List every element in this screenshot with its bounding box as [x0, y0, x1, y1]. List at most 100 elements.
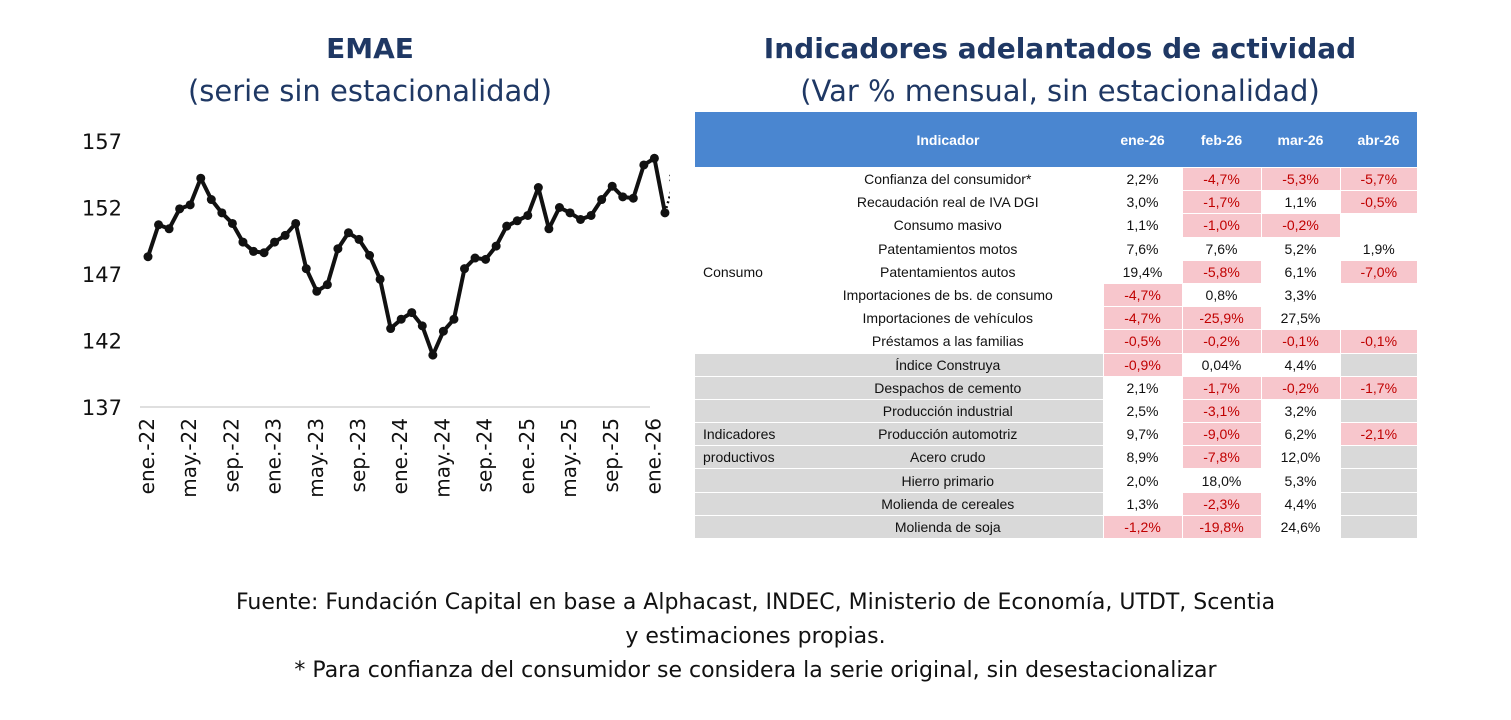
x-tick-label: may.-22: [177, 418, 201, 498]
group-cell: [695, 352, 793, 377]
estimate-line: [663, 190, 670, 214]
value-cell: -0,9%: [1102, 352, 1182, 377]
value-cell: 1,3%: [1102, 491, 1182, 516]
table-row: Molienda de cereales 1,3% -2,3% 4,4%: [695, 491, 1417, 516]
data-point: [523, 210, 533, 220]
data-point: [396, 314, 406, 324]
data-point: [185, 200, 195, 210]
data-point: [502, 221, 512, 231]
value-cell: -4,7%: [1181, 166, 1261, 191]
table-row: Despachos de cemento 2,1% -1,7% -0,2% -1,7%: [695, 375, 1417, 400]
indicator-name: Importaciones de vehículos: [793, 306, 1103, 330]
data-point: [249, 246, 258, 256]
y-tick-label: 137: [82, 396, 122, 420]
data-point: [481, 254, 491, 264]
value-cell: 2,0%: [1102, 468, 1182, 493]
indicator-name: Patentamientos motos: [793, 236, 1103, 261]
x-tick-label: sep.-24: [473, 418, 497, 492]
value-cell: [1339, 282, 1417, 307]
data-point: [565, 208, 575, 218]
table-subtitle: (Var % mensual, sin estacionalidad): [800, 74, 1320, 108]
value-cell: -1,0%: [1181, 213, 1261, 238]
series-line: [146, 156, 667, 358]
table-row: Molienda de soja -1,2% -19,8% 24,6%: [695, 514, 1417, 538]
table-row: Indicadores Producción automotriz 9,7% -9,0…: [695, 422, 1417, 446]
y-tick-label: 152: [82, 197, 122, 221]
value-cell: [1339, 213, 1417, 238]
data-point: [428, 350, 438, 360]
value-cell: 3,0%: [1102, 190, 1182, 214]
data-point: [597, 195, 607, 205]
indicator-name: Acero crudo: [793, 445, 1103, 469]
value-cell: 5,3%: [1260, 468, 1340, 493]
y-axis: 157 152 147 142 137: [82, 130, 122, 420]
group-label-consumo: Consumo: [695, 259, 793, 284]
value-cell: 19,4%: [1102, 259, 1182, 284]
table-title: Indicadores adelantados de actividad: [763, 32, 1357, 65]
x-tick-label: ene.-23: [262, 418, 286, 494]
header-ene-26: ene-26: [1103, 112, 1182, 168]
value-cell: -5,7%: [1339, 166, 1417, 191]
value-cell: 4,4%: [1260, 352, 1340, 377]
group-label-productivos-1: Indicadores: [695, 422, 793, 446]
header-feb-26: feb-26: [1182, 112, 1261, 168]
indicator-name: Producción industrial: [793, 398, 1103, 423]
indicator-name: Hierro primario: [793, 468, 1103, 493]
indicator-name: Consumo masivo: [793, 213, 1103, 238]
data-point: [206, 195, 216, 205]
group-cell: [695, 213, 793, 238]
data-point: [196, 173, 206, 183]
group-label-productivos-2: productivos: [695, 445, 793, 469]
value-cell: 12,0%: [1260, 445, 1340, 469]
table-row: Hierro primario 2,0% 18,0% 5,3%: [695, 468, 1417, 493]
value-cell: -1,2%: [1102, 514, 1182, 538]
x-tick-label: ene.-24: [388, 418, 412, 494]
value-cell: 5,2%: [1260, 236, 1340, 261]
data-point: [280, 230, 290, 240]
x-tick-label: may.-24: [430, 418, 454, 498]
value-cell: 1,1%: [1102, 213, 1182, 238]
x-tick-label: may.-23: [304, 418, 328, 498]
header-mar-26: mar-26: [1261, 112, 1340, 168]
data-point: [164, 224, 174, 234]
data-point: [607, 181, 617, 191]
data-point: [375, 274, 385, 284]
data-point: [301, 264, 311, 274]
data-point: [365, 250, 375, 260]
x-tick-label: ene.-26: [641, 418, 665, 494]
data-point: [217, 208, 227, 218]
group-cell: [695, 398, 793, 423]
header-indicator: Indicador: [793, 112, 1103, 168]
table-row: Importaciones de vehículos -4,7% -25,9% 27,…: [695, 306, 1417, 330]
value-cell: -1,7%: [1181, 375, 1261, 400]
value-cell: 8,9%: [1102, 445, 1182, 469]
value-cell: 6,1%: [1260, 259, 1340, 284]
header-abr-26: abr-26: [1340, 112, 1417, 168]
data-point: [386, 324, 396, 334]
data-point: [533, 183, 543, 193]
value-cell: -9,0%: [1181, 422, 1261, 446]
group-cell: [695, 375, 793, 400]
group-cell: [695, 166, 793, 191]
value-cell: [1339, 352, 1417, 377]
value-cell: 4,4%: [1260, 491, 1340, 516]
value-cell: -25,9%: [1181, 306, 1261, 330]
group-cell: [695, 468, 793, 493]
data-point: [291, 218, 301, 228]
value-cell: 2,5%: [1102, 398, 1182, 423]
value-cell: -1,7%: [1181, 190, 1261, 214]
table-row: Producción industrial 2,5% -3,1% 3,2%: [695, 398, 1417, 423]
footer-source-cont: y estimaciones propias.: [625, 624, 886, 649]
value-cell: 27,5%: [1260, 306, 1340, 330]
x-tick-label: sep.-23: [346, 418, 370, 492]
value-cell: -19,8%: [1181, 514, 1261, 538]
table-row: Recaudación real de IVA DGI 3,0% -1,7% 1,1%…: [695, 190, 1417, 214]
table-row: productivos Acero crudo 8,9% -7,8% 12,0%: [695, 445, 1417, 469]
indicator-name: Patentamientos autos: [793, 259, 1103, 284]
x-axis: ene.-22 may.-22 sep.-22 ene.-23 may.-23 sep.-…: [135, 418, 665, 498]
value-cell: [1339, 445, 1417, 469]
data-point: [639, 160, 649, 170]
value-cell: 1,9%: [1339, 236, 1417, 261]
indicator-name: Molienda de soja: [793, 514, 1103, 538]
table-row: Consumo masivo 1,1% -1,0% -0,2%: [695, 213, 1417, 238]
